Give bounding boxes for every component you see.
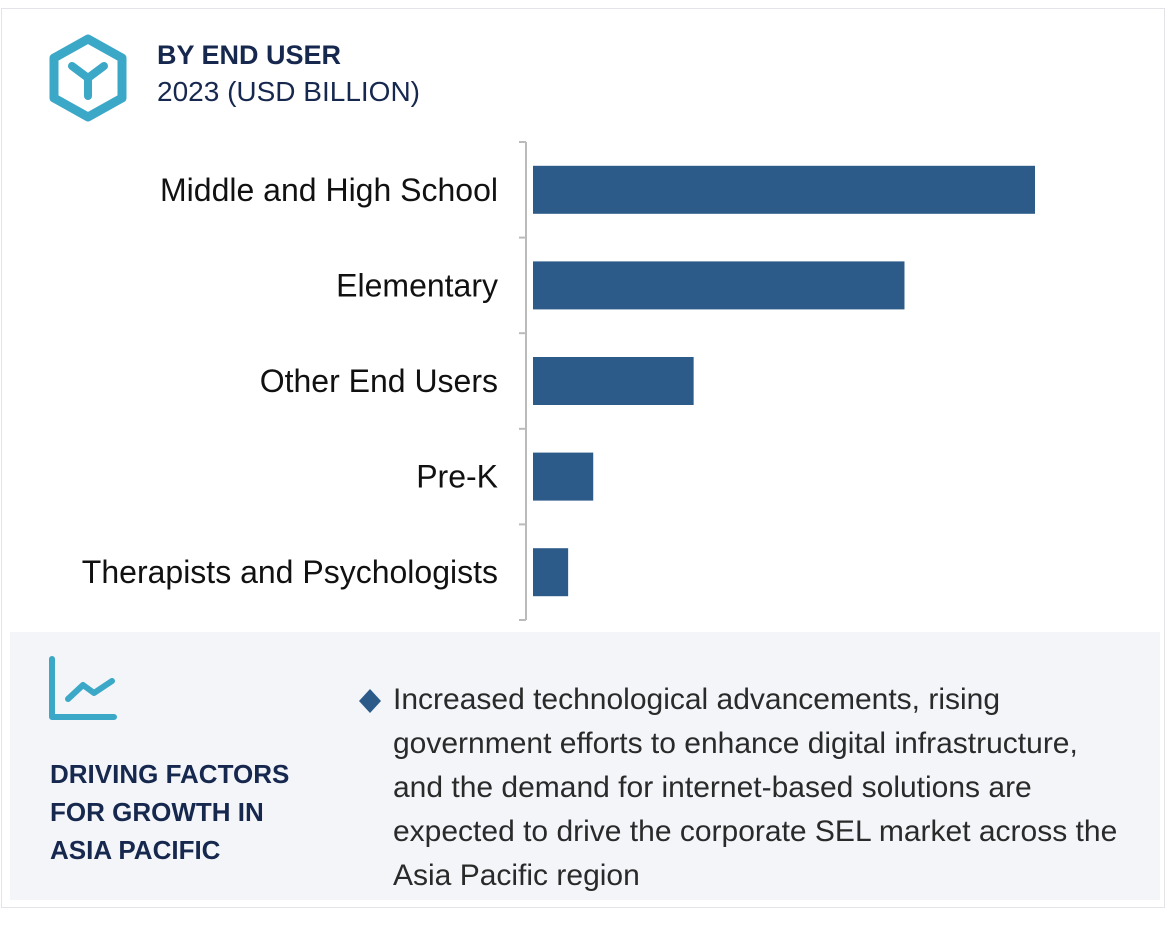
category-label: Elementary [336,267,498,303]
bar [533,452,594,501]
category-label: Middle and High School [160,172,498,208]
bar [533,261,905,310]
heading-line: FOR GROWTH IN [50,797,264,827]
heading-line: DRIVING FACTORS [50,759,290,789]
infographic-frame [1,8,1165,908]
category-label: Pre-K [416,459,498,495]
bar [533,548,569,597]
driving-factors-heading: DRIVING FACTORS FOR GROWTH IN ASIA PACIF… [50,755,330,869]
driving-factor-text: Increased technological advancements, ri… [393,683,1118,892]
hexagon-y-icon [49,34,127,122]
driving-factors-panel [10,632,1160,900]
bar [533,357,694,405]
category-label: Therapists and Psychologists [82,554,498,590]
heading-line: ASIA PACIFIC [50,835,221,865]
trend-chart-icon [49,656,117,720]
chart-subtitle: 2023 (USD BILLION) [157,76,420,107]
chart-title: BY END USER [157,40,342,70]
bar [533,165,1035,214]
diamond-icon [359,689,381,713]
category-label: Other End Users [260,363,498,399]
bar-chart: Middle and High School Elementary Other En… [82,141,1035,621]
